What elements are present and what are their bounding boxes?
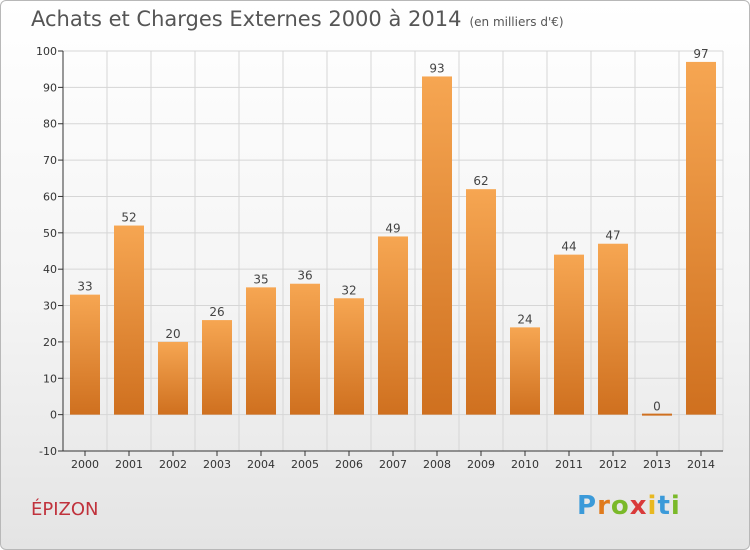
proxiti-logo: Proxiti <box>577 491 681 521</box>
logo-letter: P <box>577 491 598 521</box>
y-tick-label: 40 <box>43 263 57 276</box>
logo-letter: x <box>629 491 648 521</box>
data-label: 49 <box>385 221 400 235</box>
y-tick-label: -10 <box>39 445 57 458</box>
bar <box>510 327 540 415</box>
logo-letter: i <box>670 491 681 521</box>
x-tick-label: 2007 <box>379 458 407 471</box>
y-tick-label: 80 <box>43 118 57 131</box>
data-label: 0 <box>653 400 661 414</box>
x-tick-label: 2011 <box>555 458 583 471</box>
data-label: 36 <box>297 269 312 283</box>
data-label: 44 <box>561 240 576 254</box>
x-tick-label: 2012 <box>599 458 627 471</box>
bar <box>246 287 276 415</box>
data-label: 26 <box>209 305 224 319</box>
data-label: 97 <box>693 47 708 61</box>
logo-letter: r <box>597 491 611 521</box>
x-tick-label: 2001 <box>115 458 143 471</box>
x-tick-label: 2008 <box>423 458 451 471</box>
chart-title: Achats et Charges Externes 2000 à 2014 (e… <box>31 7 564 31</box>
data-label: 33 <box>77 280 92 294</box>
x-tick-label: 2004 <box>247 458 275 471</box>
x-tick-label: 2009 <box>467 458 495 471</box>
y-tick-label: 0 <box>50 409 57 422</box>
data-label: 93 <box>429 61 444 75</box>
bar <box>202 320 232 415</box>
data-label: 35 <box>253 272 268 286</box>
data-label: 24 <box>517 312 532 326</box>
bar <box>686 61 716 415</box>
x-tick-label: 2014 <box>687 458 715 471</box>
y-tick-label: 10 <box>43 372 57 385</box>
x-tick-label: 2006 <box>335 458 363 471</box>
bar <box>70 294 100 415</box>
bar <box>114 225 144 415</box>
logo-letter: o <box>610 491 630 521</box>
x-tick-label: 2005 <box>291 458 319 471</box>
y-tick-label: 70 <box>43 154 57 167</box>
bar <box>466 189 496 415</box>
x-tick-label: 2000 <box>71 458 99 471</box>
bar <box>378 236 408 415</box>
y-tick-label: 60 <box>43 190 57 203</box>
x-tick-label: 2002 <box>159 458 187 471</box>
data-label: 32 <box>341 283 356 297</box>
bar <box>334 298 364 415</box>
data-label: 52 <box>121 211 136 225</box>
data-label: 47 <box>605 229 620 243</box>
data-label: 20 <box>165 327 180 341</box>
labels: 33 52 20 26 35 36 32 49 93 62 24 44 47 0 97 <box>77 47 708 414</box>
y-tick-label: 50 <box>43 227 57 240</box>
commune-name: ÉPIZON <box>31 499 99 520</box>
logo-letter: t <box>657 491 671 521</box>
bar <box>422 76 452 415</box>
y-tick-label: 90 <box>43 81 57 94</box>
chart-unit: (en milliers d'€) <box>469 15 564 29</box>
bar <box>554 254 584 415</box>
y-tick-label: 20 <box>43 336 57 349</box>
chart-title-text: Achats et Charges Externes 2000 à 2014 <box>31 7 462 31</box>
x-tick-label: 2010 <box>511 458 539 471</box>
logo-letter: i <box>647 491 658 521</box>
y-tick-label: 100 <box>36 45 57 58</box>
y-tick-label: 30 <box>43 300 57 313</box>
bar <box>158 341 188 415</box>
x-tick-label: 2013 <box>643 458 671 471</box>
data-label: 62 <box>473 174 488 188</box>
bar <box>290 283 320 415</box>
bar <box>598 243 628 415</box>
bars <box>70 61 716 416</box>
x-tick-label: 2003 <box>203 458 231 471</box>
